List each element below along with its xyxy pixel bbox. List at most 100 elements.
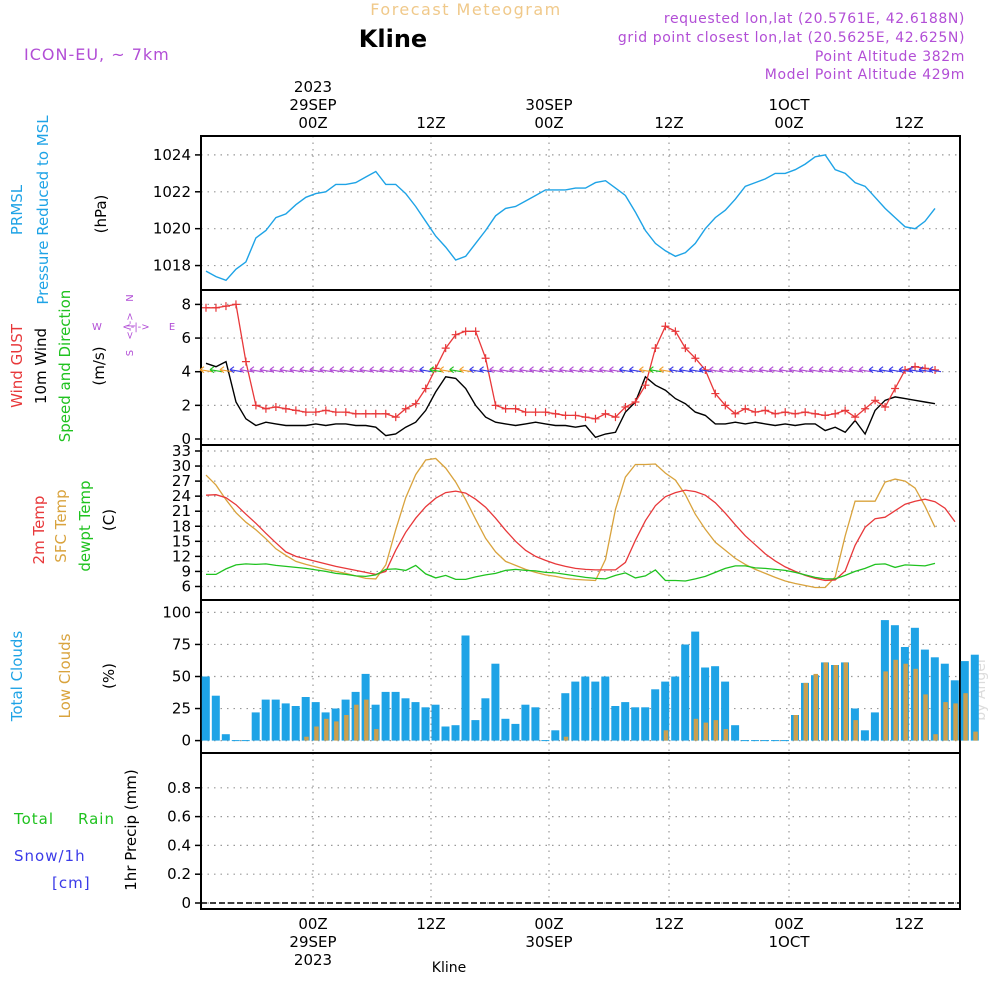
ytick-label-4-2: 0.4 [167, 836, 191, 854]
gust-marker [351, 409, 360, 418]
gust-marker [731, 409, 740, 418]
panel-frame-0 [200, 135, 961, 291]
low-cloud-bar [903, 663, 908, 741]
gust-marker [541, 408, 550, 417]
gust-marker [241, 357, 250, 366]
gust-marker [601, 409, 610, 418]
ytick-label-4-1: 0.2 [167, 865, 191, 883]
compass-e: E [169, 322, 175, 333]
gust-marker [491, 401, 500, 410]
gust-marker [641, 381, 650, 390]
precip-axis-label: 1hr Precip (mm) [122, 769, 140, 890]
tick-top-3: 12Z [654, 114, 683, 132]
precip-snow-label: Snow/1h [14, 847, 86, 865]
total-cloud-bar [711, 666, 720, 741]
low-cloud-bar [304, 736, 309, 741]
day-label-bottom-1: 30SEP [525, 933, 572, 951]
wind-dir-arrow [349, 366, 362, 374]
wind-dir-arrow [698, 366, 712, 374]
total-cloud-bar [301, 697, 310, 741]
gust-marker [401, 404, 410, 413]
low-cloud-bar [843, 662, 848, 741]
model-label: ICON-EU, ~ 7km [24, 45, 170, 64]
gust-marker [411, 399, 420, 408]
year-label-top: 2023 [294, 78, 332, 96]
gust-marker [661, 322, 670, 331]
total-cloud-bar [551, 730, 560, 741]
wind-dir-arrow [459, 366, 472, 374]
low-cloud-bar [883, 671, 888, 741]
tick-bottom-3: 12Z [654, 915, 683, 933]
ytick-label-0-3: 1024 [153, 146, 191, 164]
gust-marker [741, 404, 750, 413]
wind-dir-arrow [469, 366, 482, 374]
wind-dir-arrow [898, 366, 912, 374]
wind-dir-arrow [389, 366, 402, 374]
total-cloud-bar [621, 702, 630, 741]
gust-marker [251, 401, 260, 410]
ytick-label-2-7: 27 [172, 472, 191, 490]
gust-marker [361, 409, 370, 418]
wind-dir-arrow [529, 366, 542, 374]
ytick-label-1-1: 2 [181, 396, 191, 414]
low-cloud-bar [853, 720, 858, 741]
wind-dir-arrow [629, 366, 642, 374]
ytick-label-4-0: 0 [181, 894, 191, 912]
gust-marker [881, 403, 890, 412]
total-cloud-bar [401, 698, 410, 741]
low-cloud-bar [663, 730, 669, 741]
dewpoint-label: dewpt Temp [76, 480, 94, 571]
day-label-bottom-0: 29SEP [289, 933, 336, 951]
wind-dir-arrow [199, 366, 213, 374]
wind-dir-arrow [439, 366, 452, 374]
gust-marker [371, 409, 380, 418]
ytick-label-1-4: 8 [181, 295, 191, 313]
total-cloud-bar [491, 663, 500, 741]
low-cloud-bar [823, 662, 828, 741]
low-cloud-bar [973, 731, 978, 741]
wind-dir-arrow [788, 366, 802, 374]
gust-marker [761, 406, 770, 415]
gust-marker [261, 404, 270, 413]
gust-marker [691, 354, 700, 363]
wind-dir-arrow [569, 366, 582, 374]
wind-dir-arrow [589, 366, 602, 374]
compass-w: W [92, 322, 102, 333]
wind-dir-arrow [679, 366, 692, 374]
total-cloud-bar [511, 723, 520, 741]
wind-dir-arrow [429, 366, 442, 374]
total-cloud-bar [481, 698, 490, 741]
precip-snow-unit: [cm] [52, 874, 91, 892]
gust-marker [871, 396, 880, 405]
total-cloud-bar [531, 707, 540, 741]
low-cloud-bar [833, 665, 838, 741]
compass-ns-arrow: <-|-> [125, 312, 136, 339]
tick-bottom-1: 12Z [416, 915, 445, 933]
tick-top-4: 00Z [774, 114, 803, 132]
total-cloud-bar [601, 676, 610, 741]
wind-dir-arrow [319, 366, 332, 374]
gust-marker [231, 300, 240, 309]
total-cloud-bar [261, 699, 270, 741]
total-cloud-bar [631, 707, 640, 741]
total-cloud-label: Total Clouds [8, 631, 26, 723]
ytick-label-4-3: 0.6 [167, 808, 191, 826]
day-label-top-1: 30SEP [525, 96, 572, 114]
total-cloud-bar [571, 681, 580, 741]
wind-dir-arrow [768, 366, 782, 374]
low-cloud-bar [793, 715, 798, 741]
wind-dir-arrow [928, 366, 942, 374]
total-cloud-bar [271, 699, 280, 741]
wind-dir-arrow [369, 366, 382, 374]
gust-marker [581, 413, 590, 422]
total-cloud-bar [251, 712, 260, 741]
ytick-label-2-2: 12 [172, 547, 191, 565]
prmsl-line [205, 154, 936, 282]
total-cloud-bar [691, 631, 700, 741]
gust-marker [521, 408, 530, 417]
wind-dir-arrow [409, 366, 422, 374]
wind-dir-arrow [259, 366, 273, 374]
wind-dir-arrow [868, 366, 882, 374]
wind-dir-arrow [239, 366, 253, 374]
tick-bottom-4: 00Z [774, 915, 803, 933]
